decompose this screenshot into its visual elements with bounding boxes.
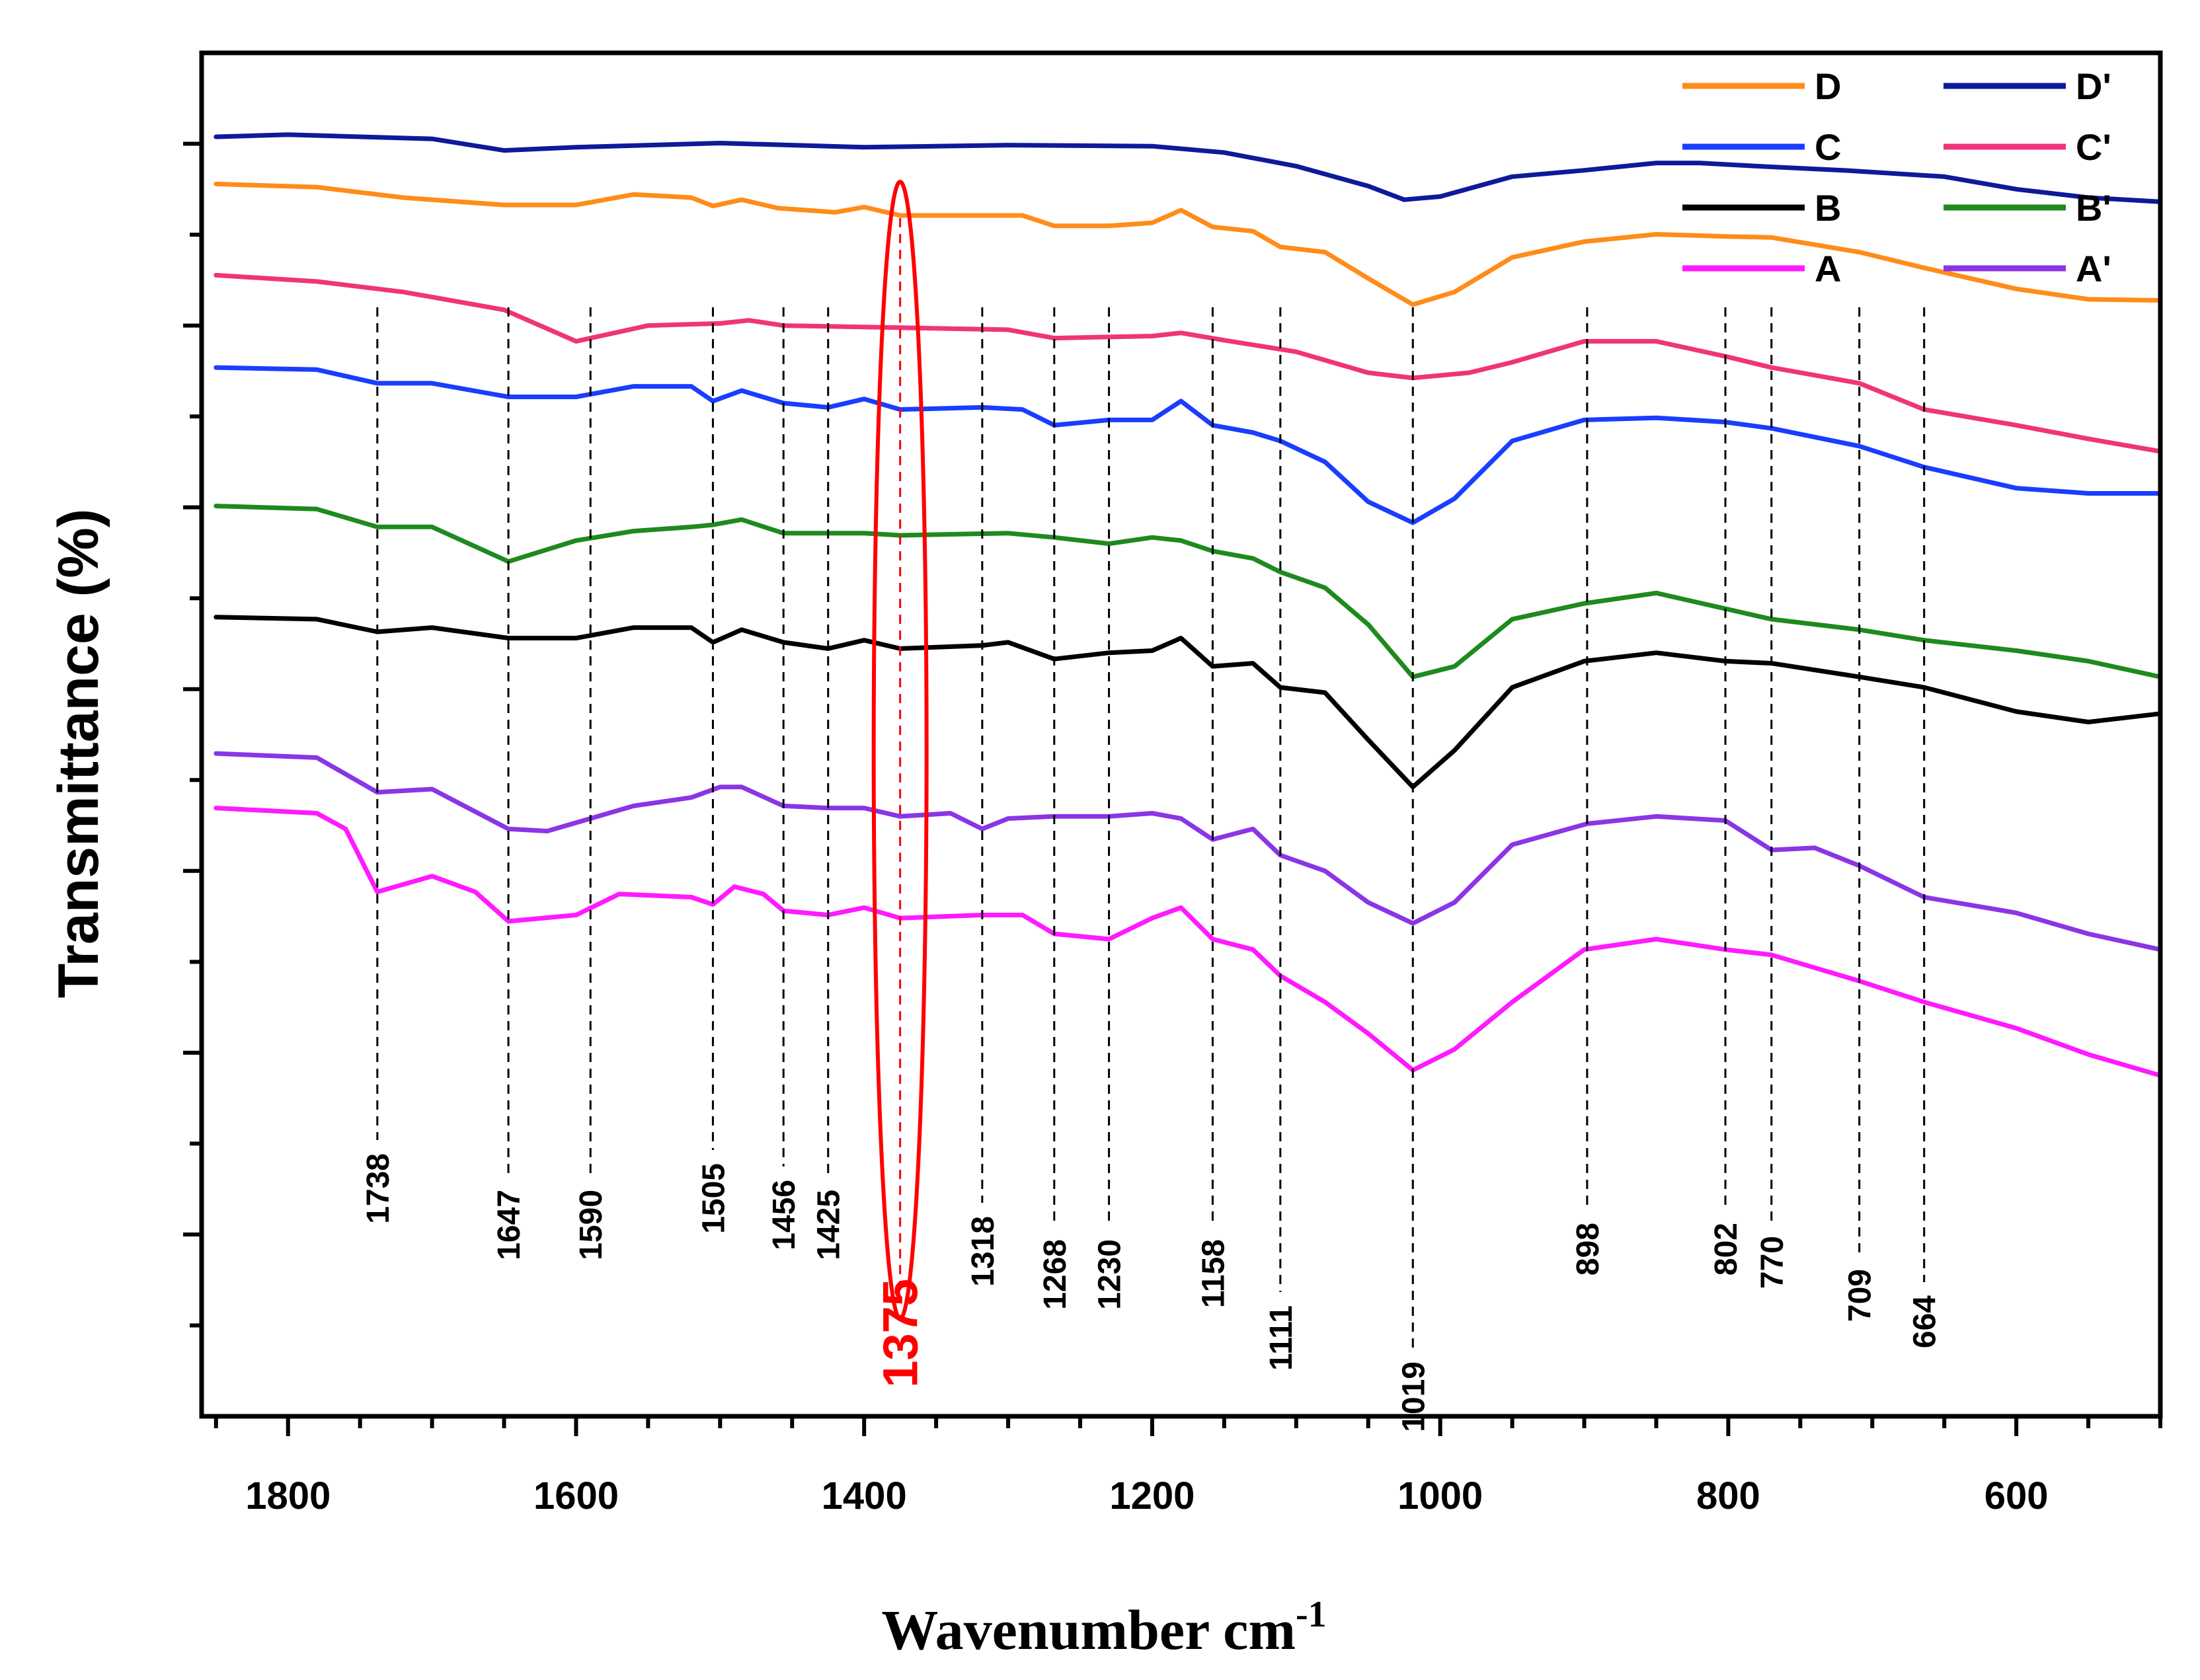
peak-label-1019: 1019 (1396, 1361, 1431, 1432)
series-line-c-prime (214, 272, 2163, 454)
series-layer (214, 132, 2163, 1078)
x-tick-label-800: 800 (1696, 1474, 1760, 1517)
peak-label-1647: 1647 (492, 1190, 527, 1260)
peak-label-664: 664 (1908, 1295, 1943, 1348)
x-axis-label: Wavenumber cm-1 (881, 1594, 1326, 1661)
peak-label-1318: 1318 (966, 1216, 1001, 1287)
series-line-a-prime (214, 751, 2163, 952)
x-axis-label-superscript: -1 (1296, 1594, 1327, 1635)
legend: D D' C C' B B' A A' (1682, 65, 2111, 289)
peak-label-1111: 1111 (1264, 1305, 1299, 1371)
legend-label-a: A (1815, 248, 1841, 289)
legend-label-c: C (1815, 126, 1841, 168)
highlight-ellipse (871, 180, 929, 1320)
series-line-a (214, 806, 2163, 1078)
peak-label-1158: 1158 (1196, 1239, 1231, 1308)
peak-lines-layer: 1738 1647 1590 1505 1456 1425 1318 1268 1230 1158… (361, 307, 1943, 1432)
series-line-d-prime (214, 132, 2163, 204)
x-tick-label-1200: 1200 (1109, 1474, 1195, 1517)
peak-label-1268: 1268 (1038, 1239, 1073, 1310)
peak-label-1738: 1738 (361, 1153, 396, 1224)
peak-label-1456: 1456 (767, 1180, 802, 1250)
legend-label-d: D (1815, 65, 1841, 107)
legend-label-b-prime: B' (2076, 187, 2111, 229)
legend-label-c-prime: C' (2076, 126, 2111, 168)
peak-label-709: 709 (1843, 1269, 1878, 1322)
x-tick-label-1800: 1800 (245, 1474, 331, 1517)
legend-label-a-prime: A' (2076, 248, 2111, 289)
peak-label-1230: 1230 (1093, 1239, 1128, 1310)
peak-label-770: 770 (1755, 1236, 1790, 1289)
peak-label-1425: 1425 (812, 1190, 847, 1260)
plot-frame (199, 50, 2163, 1419)
peak-label-1505: 1505 (696, 1163, 731, 1234)
x-tick-label-1000: 1000 (1397, 1474, 1483, 1517)
peak-label-898: 898 (1571, 1223, 1606, 1276)
x-tick-label-600: 600 (1984, 1474, 2049, 1517)
y-axis-label: Transmittance (%) (47, 509, 110, 999)
axes-layer: 1800 1600 1400 1200 1000 800 600 (183, 50, 2163, 1517)
peak-label-802: 802 (1709, 1223, 1744, 1276)
peak-label-1590: 1590 (574, 1190, 609, 1260)
series-line-d (214, 181, 2163, 307)
legend-label-b: B (1815, 187, 1841, 229)
legend-label-d-prime: D' (2076, 65, 2111, 107)
x-tick-label-1400: 1400 (822, 1474, 907, 1517)
highlight-layer: 1375 (871, 180, 929, 1388)
x-tick-label-1600: 1600 (533, 1474, 619, 1517)
series-line-b-prime (214, 504, 2163, 679)
highlight-label: 1375 (873, 1279, 928, 1388)
x-axis-label-text: Wavenumber cm (881, 1598, 1296, 1661)
